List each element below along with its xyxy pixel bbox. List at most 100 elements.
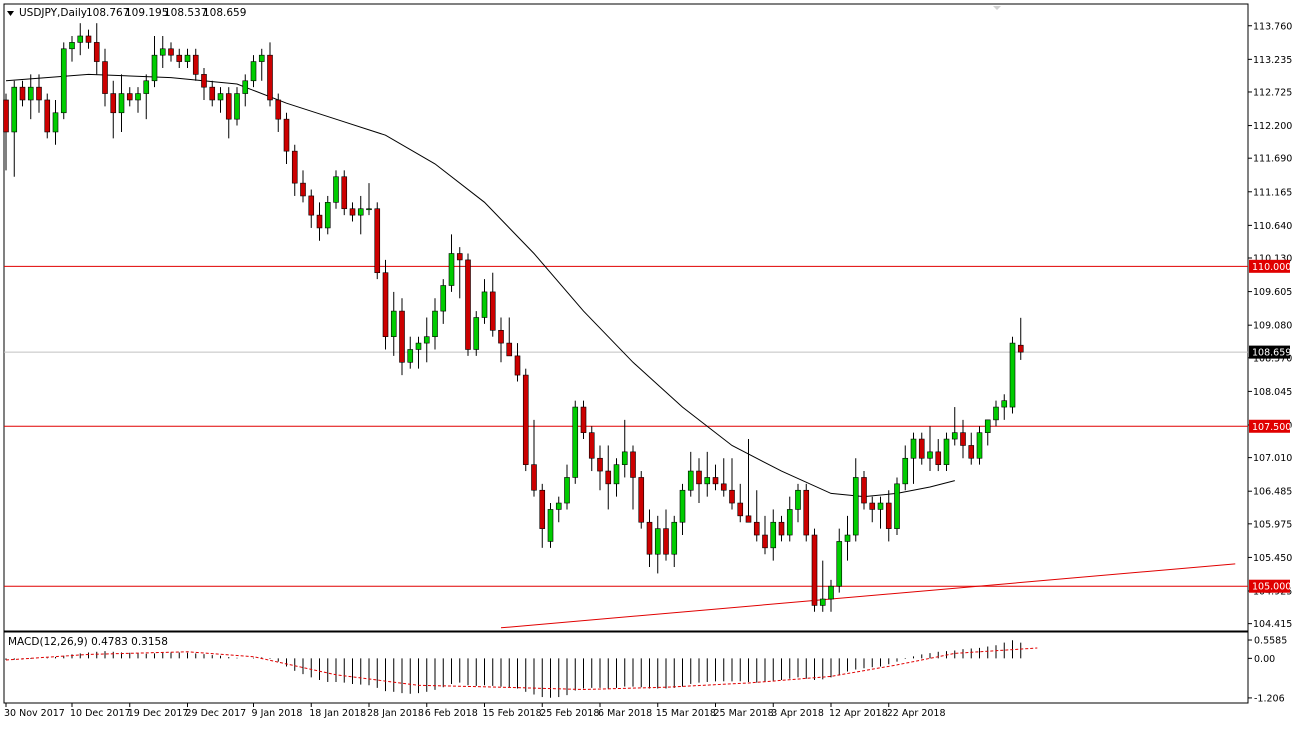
candle-body-bull bbox=[11, 86, 18, 133]
macd-tick-label: 0.5585 bbox=[1254, 636, 1287, 647]
candle bbox=[209, 80, 216, 107]
candle-body-bull bbox=[621, 451, 628, 465]
candle-body-bear bbox=[44, 99, 51, 133]
header-low: 108.537 bbox=[164, 7, 207, 19]
candle-body-bear bbox=[110, 93, 117, 114]
candle bbox=[225, 87, 232, 139]
candle-body-bear bbox=[465, 259, 471, 350]
candle bbox=[217, 87, 224, 113]
time-tick-label: 25 Mar 2018 bbox=[714, 708, 774, 719]
macd-title: MACD(12,26,9) 0.4783 0.3158 bbox=[8, 636, 168, 648]
candle bbox=[621, 419, 628, 478]
level-price-tag bbox=[1249, 419, 1290, 433]
candle-body-bull bbox=[1009, 342, 1016, 408]
candle bbox=[85, 29, 92, 49]
candle-body-bear bbox=[399, 310, 405, 363]
candle-body-bull bbox=[555, 502, 562, 510]
candle-body-bull bbox=[250, 61, 257, 82]
price-tick-label: 111.165 bbox=[1253, 187, 1292, 198]
candle-body-bear bbox=[201, 74, 207, 88]
candle-body-bull bbox=[151, 54, 158, 82]
candle-body-bear bbox=[1017, 344, 1024, 353]
candle bbox=[481, 279, 488, 324]
candle bbox=[894, 477, 900, 536]
candle-body-bear bbox=[918, 438, 925, 459]
time-tick-label: 15 Mar 2018 bbox=[656, 708, 716, 719]
candle bbox=[539, 483, 546, 548]
candle bbox=[745, 439, 752, 523]
price-tick-label: 107.010 bbox=[1253, 453, 1292, 464]
horizontal-levels bbox=[4, 265, 1248, 587]
candle bbox=[316, 202, 323, 241]
candle-body-bull bbox=[613, 464, 620, 485]
scroll-indicator-icon bbox=[993, 6, 1001, 10]
candle-body-bull bbox=[324, 202, 331, 229]
candle bbox=[291, 144, 298, 196]
candle bbox=[951, 407, 958, 446]
candle-body-bull bbox=[135, 93, 141, 101]
candle bbox=[514, 343, 521, 382]
candle-body-bear bbox=[19, 86, 26, 101]
price-tick-label: 108.570 bbox=[1253, 353, 1292, 364]
symbol-menu-icon[interactable] bbox=[7, 11, 14, 16]
candle bbox=[341, 170, 348, 216]
candle bbox=[440, 279, 447, 324]
candle-body-bull bbox=[27, 86, 34, 101]
candle-body-bear bbox=[514, 355, 521, 376]
candle-body-bear bbox=[885, 502, 892, 529]
candle bbox=[861, 471, 867, 510]
candle-body-bear bbox=[630, 451, 636, 478]
time-tick-label: 19 Dec 2017 bbox=[128, 708, 189, 719]
candle bbox=[77, 23, 84, 56]
candle-body-bull bbox=[654, 528, 661, 555]
candle-body-bull bbox=[432, 310, 438, 337]
header-symbol: USDJPY,Daily bbox=[19, 7, 87, 19]
candle-body-bull bbox=[366, 208, 372, 211]
candle-body-bull bbox=[927, 451, 933, 459]
candle bbox=[1009, 336, 1016, 414]
candle-body-bear bbox=[341, 176, 348, 210]
candle-body-bull bbox=[877, 502, 884, 510]
candle-body-bear bbox=[283, 118, 290, 152]
candle-body-bull bbox=[786, 509, 793, 536]
time-tick-label: 3 Apr 2018 bbox=[771, 708, 824, 719]
candle-body-bear bbox=[374, 208, 381, 274]
candle bbox=[737, 483, 744, 523]
candle-body-bull bbox=[159, 48, 166, 56]
candle-body-bull bbox=[943, 438, 950, 465]
candle-body-bull bbox=[770, 521, 777, 549]
candle bbox=[869, 496, 876, 523]
candle-body-bear bbox=[531, 464, 537, 491]
candle bbox=[390, 291, 397, 356]
candle-body-bear bbox=[93, 42, 100, 62]
candle bbox=[960, 419, 966, 459]
candle-body-bull bbox=[415, 342, 422, 350]
candle bbox=[803, 483, 810, 542]
candle-body-bull bbox=[184, 54, 191, 62]
candle bbox=[69, 35, 75, 62]
macd-tick-label: -1.206 bbox=[1254, 693, 1285, 704]
candle bbox=[572, 400, 579, 484]
candle-body-bear bbox=[803, 489, 810, 536]
candle bbox=[811, 528, 818, 612]
candle bbox=[258, 48, 265, 81]
macd-series bbox=[5, 640, 1038, 698]
candle-body-bull bbox=[234, 93, 240, 120]
candle bbox=[770, 509, 777, 561]
candle-body-bull bbox=[547, 509, 554, 542]
candle bbox=[613, 458, 620, 497]
time-tick-label: 6 Feb 2018 bbox=[425, 708, 478, 719]
candle-body-bull bbox=[69, 42, 75, 50]
candle-body-bear bbox=[588, 432, 595, 459]
candle bbox=[712, 464, 719, 491]
candle-body-bull bbox=[333, 176, 339, 203]
candle bbox=[36, 74, 42, 113]
candle bbox=[382, 259, 389, 350]
candle bbox=[564, 464, 570, 510]
level-price-tag bbox=[1249, 259, 1290, 273]
candle bbox=[720, 458, 727, 497]
candle-body-bull bbox=[951, 432, 958, 440]
